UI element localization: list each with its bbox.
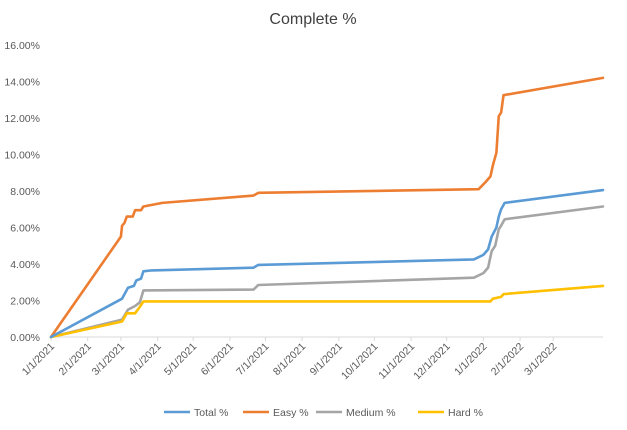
legend-label: Medium %	[346, 407, 396, 419]
y-axis-tick-labels: 0.00% 2.00% 4.00% 6.00% 8.00% 10.00% 12.00% 14.…	[4, 40, 40, 344]
y-tick-label: 10.00%	[4, 150, 40, 162]
y-tick-label: 16.00%	[4, 40, 40, 52]
series-line-easy	[49, 76, 605, 339]
y-tick-label: 14.00%	[4, 77, 40, 89]
chart-title: Complete %	[269, 11, 356, 28]
y-tick-label: 2.00%	[10, 296, 40, 308]
y-tick-label: 4.00%	[10, 259, 40, 271]
series-lines	[49, 76, 605, 339]
legend-label: Hard %	[448, 407, 483, 419]
series-line-hard	[49, 284, 605, 339]
series-line-medium	[49, 205, 605, 339]
y-tick-label: 12.00%	[4, 113, 40, 125]
y-tick-label: 6.00%	[10, 223, 40, 235]
legend-label: Easy %	[273, 407, 309, 419]
legend: Total % Easy % Medium % Hard %	[164, 407, 483, 419]
y-tick-label: 8.00%	[10, 186, 40, 198]
legend-label: Total %	[194, 407, 228, 419]
series-line-total	[49, 188, 605, 339]
y-tick-label: 0.00%	[10, 332, 40, 344]
